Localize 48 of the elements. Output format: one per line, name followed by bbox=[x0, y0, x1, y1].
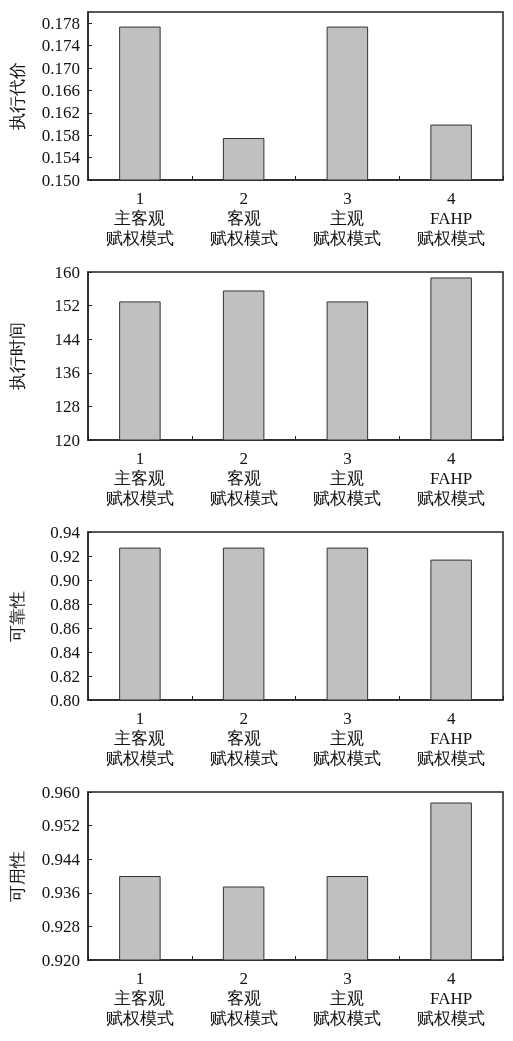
x-tick-label: 2客观赋权模式 bbox=[209, 708, 278, 768]
x-tick-label: 1主客观赋权模式 bbox=[105, 968, 174, 1028]
x-tick-label: 1主客观赋权模式 bbox=[105, 188, 174, 248]
y-tick-label: 0.944 bbox=[41, 849, 81, 869]
y-tick-label: 136 bbox=[54, 363, 80, 383]
y-tick-label: 0.174 bbox=[41, 36, 81, 56]
x-tick-label: 1主客观赋权模式 bbox=[105, 448, 174, 508]
y-tick-label: 0.936 bbox=[41, 883, 80, 903]
y-axis-title: 执行代价 bbox=[8, 62, 27, 130]
y-tick-label: 160 bbox=[54, 262, 80, 282]
y-tick-label: 0.84 bbox=[50, 642, 81, 662]
y-tick-label: 0.80 bbox=[50, 690, 80, 710]
y-tick-label: 0.960 bbox=[41, 782, 80, 802]
x-tick-label: 4FAHP赋权模式 bbox=[417, 968, 486, 1028]
y-tick-label: 120 bbox=[54, 430, 80, 450]
y-tick-label: 0.162 bbox=[41, 103, 80, 123]
x-tick-label: 3主观赋权模式 bbox=[313, 708, 382, 768]
y-axis-title: 可用性 bbox=[8, 850, 27, 902]
y-tick-label: 0.920 bbox=[41, 950, 80, 970]
y-tick-label: 0.92 bbox=[50, 546, 80, 566]
y-tick-label: 0.952 bbox=[41, 816, 80, 836]
y-tick-label: 0.150 bbox=[41, 170, 80, 190]
x-tick-label: 2客观赋权模式 bbox=[209, 968, 278, 1028]
y-tick-label: 0.88 bbox=[50, 594, 80, 614]
x-tick-label: 2客观赋权模式 bbox=[209, 188, 278, 248]
y-tick-label: 152 bbox=[54, 296, 80, 316]
x-tick-label: 3主观赋权模式 bbox=[313, 448, 382, 508]
y-tick-label: 0.82 bbox=[50, 666, 80, 686]
x-tick-label: 1主客观赋权模式 bbox=[105, 708, 174, 768]
y-tick-label: 128 bbox=[54, 396, 80, 416]
y-tick-label: 0.154 bbox=[41, 148, 81, 168]
y-tick-label: 0.170 bbox=[41, 58, 80, 78]
y-tick-label: 0.166 bbox=[41, 80, 80, 100]
x-tick-label: 4FAHP赋权模式 bbox=[417, 188, 486, 248]
y-tick-label: 0.928 bbox=[41, 916, 80, 936]
y-tick-label: 144 bbox=[54, 329, 81, 349]
x-tick-label: 4FAHP赋权模式 bbox=[417, 708, 486, 768]
y-tick-label: 0.90 bbox=[50, 570, 80, 590]
x-tick-label: 2客观赋权模式 bbox=[209, 448, 278, 508]
y-axis-title: 执行时间 bbox=[8, 322, 27, 390]
x-tick-label: 4FAHP赋权模式 bbox=[417, 448, 486, 508]
x-tick-label: 3主观赋权模式 bbox=[313, 188, 382, 248]
x-tick-label: 3主观赋权模式 bbox=[313, 968, 382, 1028]
y-tick-label: 0.94 bbox=[50, 522, 81, 542]
y-tick-label: 0.158 bbox=[41, 125, 80, 145]
y-tick-label: 0.178 bbox=[41, 13, 80, 33]
y-axis-title: 可靠性 bbox=[8, 590, 27, 642]
y-tick-label: 0.86 bbox=[50, 618, 80, 638]
